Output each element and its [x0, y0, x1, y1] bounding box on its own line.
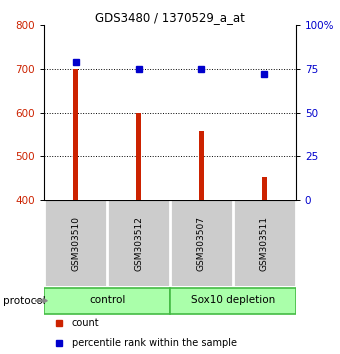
Bar [170, 287, 296, 314]
Text: GSM303511: GSM303511 [260, 216, 269, 271]
Text: GSM303507: GSM303507 [197, 216, 206, 271]
Text: Sox10 depletion: Sox10 depletion [191, 295, 275, 305]
Bar [136, 113, 141, 200]
Text: percentile rank within the sample: percentile rank within the sample [72, 338, 237, 348]
Text: GSM303510: GSM303510 [71, 216, 80, 271]
Text: control: control [89, 295, 125, 305]
Text: GSM303512: GSM303512 [134, 216, 143, 271]
Bar [199, 131, 204, 200]
Title: GDS3480 / 1370529_a_at: GDS3480 / 1370529_a_at [95, 11, 245, 24]
Text: count: count [72, 318, 100, 328]
Text: protocol: protocol [3, 296, 46, 306]
Bar [262, 177, 267, 200]
Bar [44, 287, 170, 314]
Bar [73, 69, 78, 200]
